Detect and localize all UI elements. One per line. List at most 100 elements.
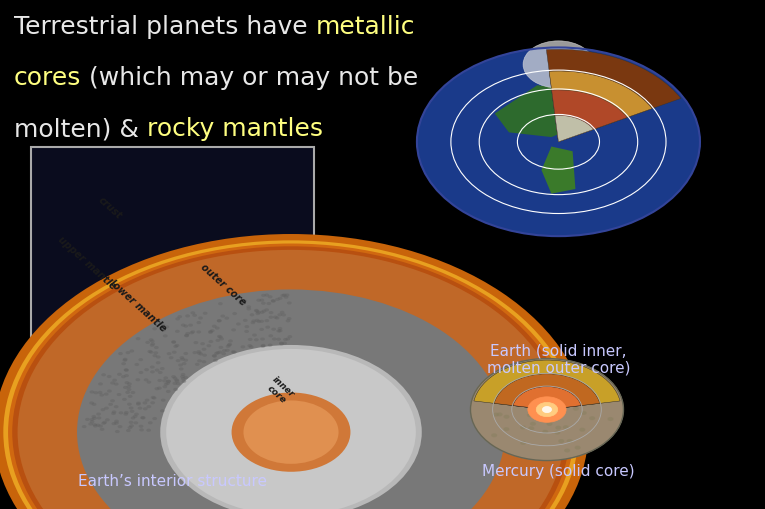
Circle shape: [268, 296, 272, 299]
Circle shape: [136, 402, 141, 405]
Circle shape: [558, 391, 565, 395]
Circle shape: [180, 375, 185, 379]
Circle shape: [161, 399, 165, 402]
Circle shape: [275, 317, 279, 320]
Circle shape: [181, 373, 185, 376]
Circle shape: [181, 358, 185, 361]
Circle shape: [265, 294, 269, 297]
Circle shape: [144, 379, 148, 382]
Circle shape: [150, 366, 155, 369]
Circle shape: [99, 393, 104, 397]
Circle shape: [125, 381, 129, 384]
Circle shape: [123, 386, 128, 389]
Circle shape: [493, 413, 499, 417]
Circle shape: [555, 426, 562, 430]
Circle shape: [18, 250, 565, 509]
Circle shape: [167, 352, 171, 356]
Circle shape: [283, 338, 288, 342]
Text: molten) &: molten) &: [14, 117, 147, 141]
Circle shape: [114, 421, 119, 425]
Circle shape: [221, 352, 226, 355]
Circle shape: [261, 345, 265, 348]
Circle shape: [156, 356, 161, 359]
Circle shape: [218, 336, 223, 339]
Circle shape: [259, 320, 264, 323]
Circle shape: [278, 297, 282, 300]
Circle shape: [150, 402, 155, 405]
Circle shape: [496, 400, 502, 404]
Circle shape: [162, 385, 168, 388]
Circle shape: [249, 314, 255, 317]
Circle shape: [96, 413, 101, 416]
Circle shape: [285, 338, 290, 341]
Circle shape: [171, 375, 176, 379]
Circle shape: [212, 325, 216, 328]
Circle shape: [217, 320, 222, 323]
Circle shape: [287, 302, 291, 305]
Text: metallic: metallic: [315, 15, 415, 39]
Circle shape: [279, 342, 284, 345]
Circle shape: [96, 416, 101, 420]
Circle shape: [540, 385, 546, 389]
Circle shape: [158, 379, 162, 382]
Circle shape: [135, 363, 139, 366]
Circle shape: [96, 424, 100, 427]
Circle shape: [176, 382, 181, 385]
Circle shape: [219, 346, 223, 349]
Circle shape: [243, 401, 339, 464]
Circle shape: [138, 407, 142, 410]
Circle shape: [190, 312, 195, 315]
Circle shape: [607, 417, 614, 421]
Circle shape: [215, 327, 220, 330]
Circle shape: [103, 421, 107, 424]
Circle shape: [82, 425, 86, 429]
Circle shape: [244, 330, 249, 333]
Circle shape: [276, 338, 281, 341]
Circle shape: [171, 341, 176, 344]
Circle shape: [245, 325, 249, 329]
Circle shape: [261, 302, 265, 305]
Circle shape: [124, 411, 129, 414]
Circle shape: [565, 377, 571, 381]
Circle shape: [174, 344, 179, 347]
Circle shape: [85, 418, 90, 421]
Circle shape: [256, 313, 260, 316]
Circle shape: [269, 312, 273, 315]
Circle shape: [518, 399, 524, 403]
Circle shape: [527, 413, 533, 417]
Circle shape: [268, 344, 272, 347]
Circle shape: [180, 356, 184, 359]
Circle shape: [535, 395, 541, 400]
Circle shape: [541, 406, 547, 410]
Circle shape: [92, 415, 96, 418]
Circle shape: [152, 417, 157, 420]
Circle shape: [282, 342, 287, 345]
Circle shape: [127, 383, 132, 386]
Circle shape: [98, 383, 103, 386]
Circle shape: [155, 387, 159, 390]
Circle shape: [129, 407, 134, 410]
Circle shape: [112, 422, 116, 426]
Circle shape: [198, 353, 203, 356]
Circle shape: [161, 329, 166, 332]
Circle shape: [184, 376, 188, 379]
Circle shape: [265, 326, 270, 329]
Circle shape: [104, 407, 109, 410]
Circle shape: [212, 355, 217, 358]
Circle shape: [584, 390, 591, 394]
Circle shape: [571, 384, 578, 388]
Circle shape: [273, 316, 278, 319]
Circle shape: [285, 320, 291, 323]
Circle shape: [226, 344, 232, 347]
Circle shape: [520, 441, 526, 445]
Circle shape: [105, 418, 109, 421]
Circle shape: [114, 420, 119, 423]
Circle shape: [285, 294, 289, 297]
Circle shape: [549, 383, 555, 387]
Circle shape: [493, 397, 500, 401]
Circle shape: [90, 418, 94, 421]
Circle shape: [104, 393, 109, 396]
Circle shape: [173, 377, 177, 380]
Circle shape: [124, 369, 129, 372]
Circle shape: [117, 373, 122, 376]
